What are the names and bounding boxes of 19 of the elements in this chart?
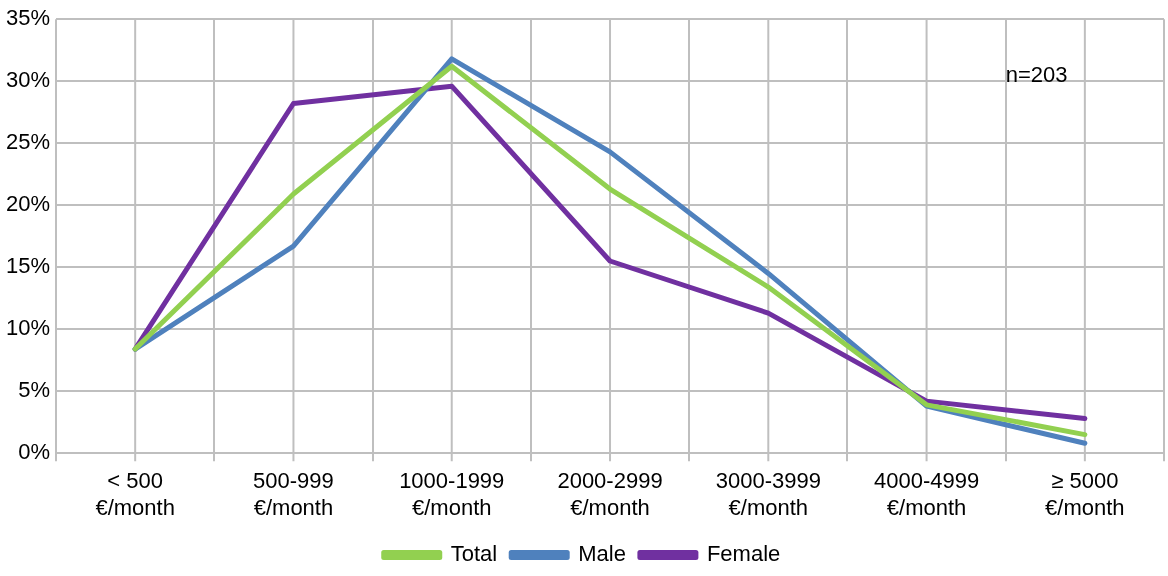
y-tick-label: 20%: [5, 191, 51, 217]
x-tick-label: < 500 €/month: [95, 468, 175, 520]
legend-label: Total: [450, 541, 498, 567]
y-tick-label: 0%: [18, 439, 51, 465]
x-tick-label: 1000-1999 €/month: [399, 468, 505, 520]
legend-label: Female: [706, 541, 781, 567]
y-tick-label: 25%: [5, 129, 51, 155]
y-tick-label: 15%: [5, 253, 51, 279]
legend-label: Male: [578, 541, 626, 567]
y-tick-label: 5%: [18, 377, 51, 403]
y-tick-label: 10%: [5, 315, 51, 341]
x-tick-label: 3000-3999 €/month: [715, 468, 821, 520]
y-tick-label: 30%: [5, 67, 51, 93]
x-tick-label: 4000-4999 €/month: [873, 468, 980, 520]
x-tick-label: 2000-2999 €/month: [557, 468, 663, 520]
x-tick-label: 500-999 €/month: [253, 468, 334, 520]
y-tick-label: 35%: [5, 5, 51, 31]
annotation: n=203: [1005, 62, 1068, 88]
x-tick-label: ≥ 5000 €/month: [1045, 468, 1125, 520]
